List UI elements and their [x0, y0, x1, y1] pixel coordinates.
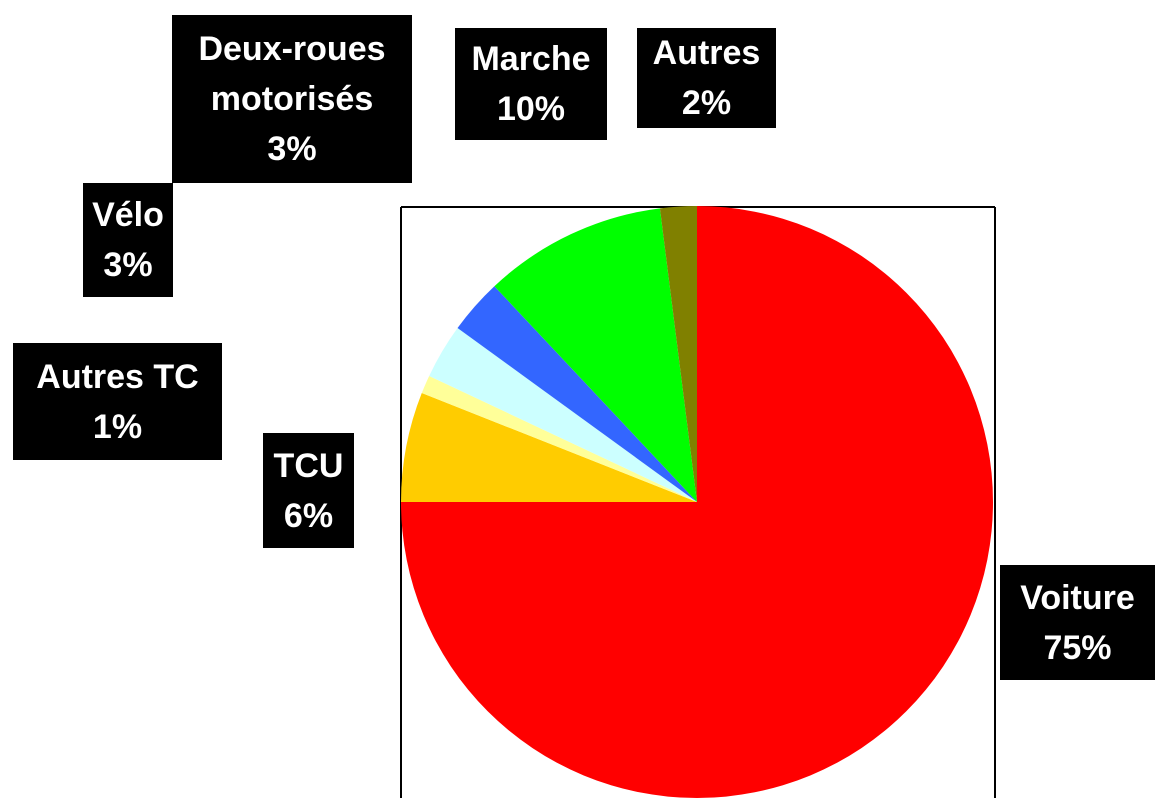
data-label: Deux-roues motorisés 3% [172, 15, 412, 183]
label-text: Voiture 75% [1020, 573, 1135, 673]
category-name: Autres [652, 34, 761, 72]
category-name: Marche [471, 40, 591, 78]
pie-slice [429, 328, 697, 502]
category-name: Deux-roues motorisés [198, 30, 386, 118]
label-text: Deux-roues motorisés 3% [172, 24, 412, 174]
value-label: 3% [267, 130, 317, 168]
pie-slice [659, 206, 697, 502]
pie-slice [494, 208, 697, 502]
label-text: Vélo 3% [92, 190, 164, 290]
value-label: 2% [681, 84, 732, 122]
value-label: 75% [1043, 628, 1112, 667]
label-text: Marche 10% [471, 34, 590, 134]
data-label: Autres TC 1% [13, 343, 222, 460]
value-label: 6% [283, 496, 334, 535]
data-label: Voiture 75% [1000, 565, 1155, 680]
value-label: 10% [496, 90, 566, 128]
label-text: Autres TC 1% [36, 352, 198, 452]
category-name: Vélo [92, 196, 164, 234]
value-label: 3% [103, 246, 153, 284]
pie-slice [421, 375, 697, 502]
category-name: TCU [273, 446, 344, 485]
pie-slice [401, 393, 697, 502]
data-label: Autres 2% [637, 28, 776, 128]
category-name: Autres TC [36, 357, 199, 396]
pie-slice [457, 286, 697, 502]
category-name: Voiture [1020, 578, 1135, 617]
data-label: Marche 10% [455, 28, 607, 140]
data-label: TCU 6% [263, 433, 354, 548]
label-text: TCU 6% [274, 441, 344, 541]
label-text: Autres 2% [653, 28, 761, 128]
data-label: Vélo 3% [83, 183, 173, 297]
value-label: 1% [92, 407, 143, 446]
